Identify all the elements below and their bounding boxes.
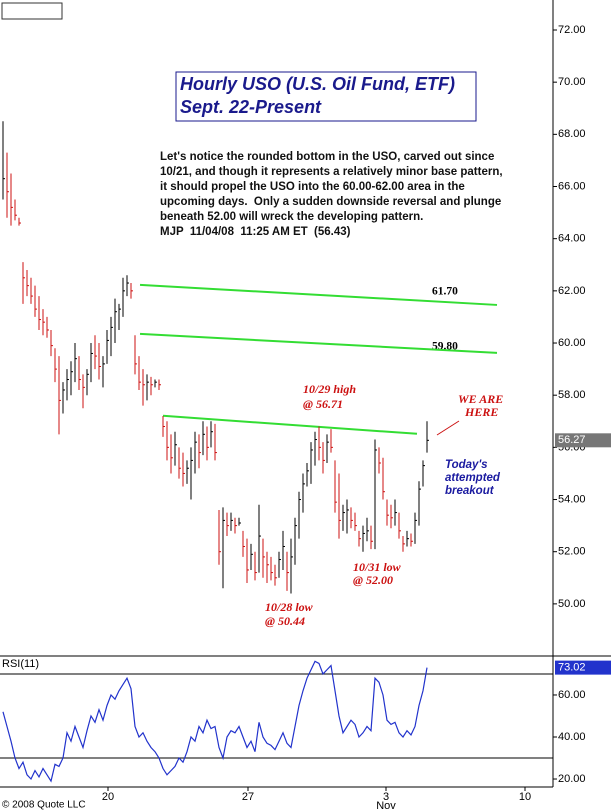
toolbar-box: [1, 2, 63, 20]
annotation: 10/29 high: [303, 382, 356, 396]
legend-entry: RSI(11): [2, 658, 39, 670]
level-label: 61.70: [432, 286, 458, 298]
chart-title: Hourly USO (U.S. Oil Fund, ETF): [180, 74, 455, 94]
last-rsi-label: 73.02: [558, 662, 586, 674]
commentary: 10/21, and though it represents a relati…: [160, 166, 503, 178]
title-box: [175, 71, 477, 122]
x-tick-label: 10: [519, 791, 531, 803]
y-tick-label: 64.00: [558, 233, 586, 245]
annotation: @ 52.00: [353, 573, 393, 587]
y-tick-label: 54.00: [558, 493, 586, 505]
y-tick-label: 72.00: [558, 24, 586, 36]
x-tick-label: 3: [383, 791, 389, 803]
annotation: 10/28 low: [265, 600, 314, 614]
annotation: HERE: [464, 405, 498, 419]
commentary: it should propel the USO into the 60.00-…: [160, 181, 465, 193]
y-tick-label: 58.00: [558, 389, 586, 401]
trendline: [139, 332, 498, 354]
y-tick-label: 60.00: [558, 689, 586, 701]
commentary: upcoming days. Only a sudden downside re…: [160, 196, 501, 208]
rsi-line: [2, 660, 428, 783]
commentary: Let's notice the rounded bottom in the U…: [160, 151, 494, 163]
annotation: 10/31 low: [353, 560, 402, 574]
annotation: breakout: [445, 485, 495, 497]
x-month-label: Nov: [376, 800, 396, 811]
x-tick-label: 27: [242, 791, 254, 803]
x-tick-label: 20: [102, 791, 114, 803]
y-tick-label: 62.00: [558, 285, 586, 297]
trendline: [162, 414, 418, 435]
y-tick-label: 68.00: [558, 128, 586, 140]
y-tick-label: 52.00: [558, 546, 586, 558]
last-price-label: 56.27: [558, 434, 586, 446]
annotation: attempted: [445, 472, 501, 484]
y-tick-label: 40.00: [558, 731, 586, 743]
annotation: @ 50.44: [265, 614, 305, 628]
y-tick-label: 20.00: [558, 773, 586, 785]
trendline: [139, 283, 498, 306]
y-tick-label: 50.00: [558, 598, 586, 610]
annotation-arrow: [436, 420, 460, 436]
y-tick-label: 60.00: [558, 337, 586, 349]
last-price-box: [555, 433, 611, 448]
commentary: MJP 11/04/08 11:25 AM ET (56.43): [160, 226, 351, 238]
copyright: © 2008 Quote LLC: [2, 800, 86, 811]
annotation: @ 56.71: [303, 397, 343, 411]
commentary: beneath 52.00 will wreck the developing …: [160, 211, 423, 223]
y-tick-label: 70.00: [558, 76, 586, 88]
annotation: WE ARE: [458, 392, 503, 406]
annotation: Today's: [445, 459, 488, 471]
last-rsi-box: [555, 660, 611, 675]
y-tick-label: 66.00: [558, 180, 586, 192]
chart-subtitle: Sept. 22-Present: [180, 97, 322, 117]
